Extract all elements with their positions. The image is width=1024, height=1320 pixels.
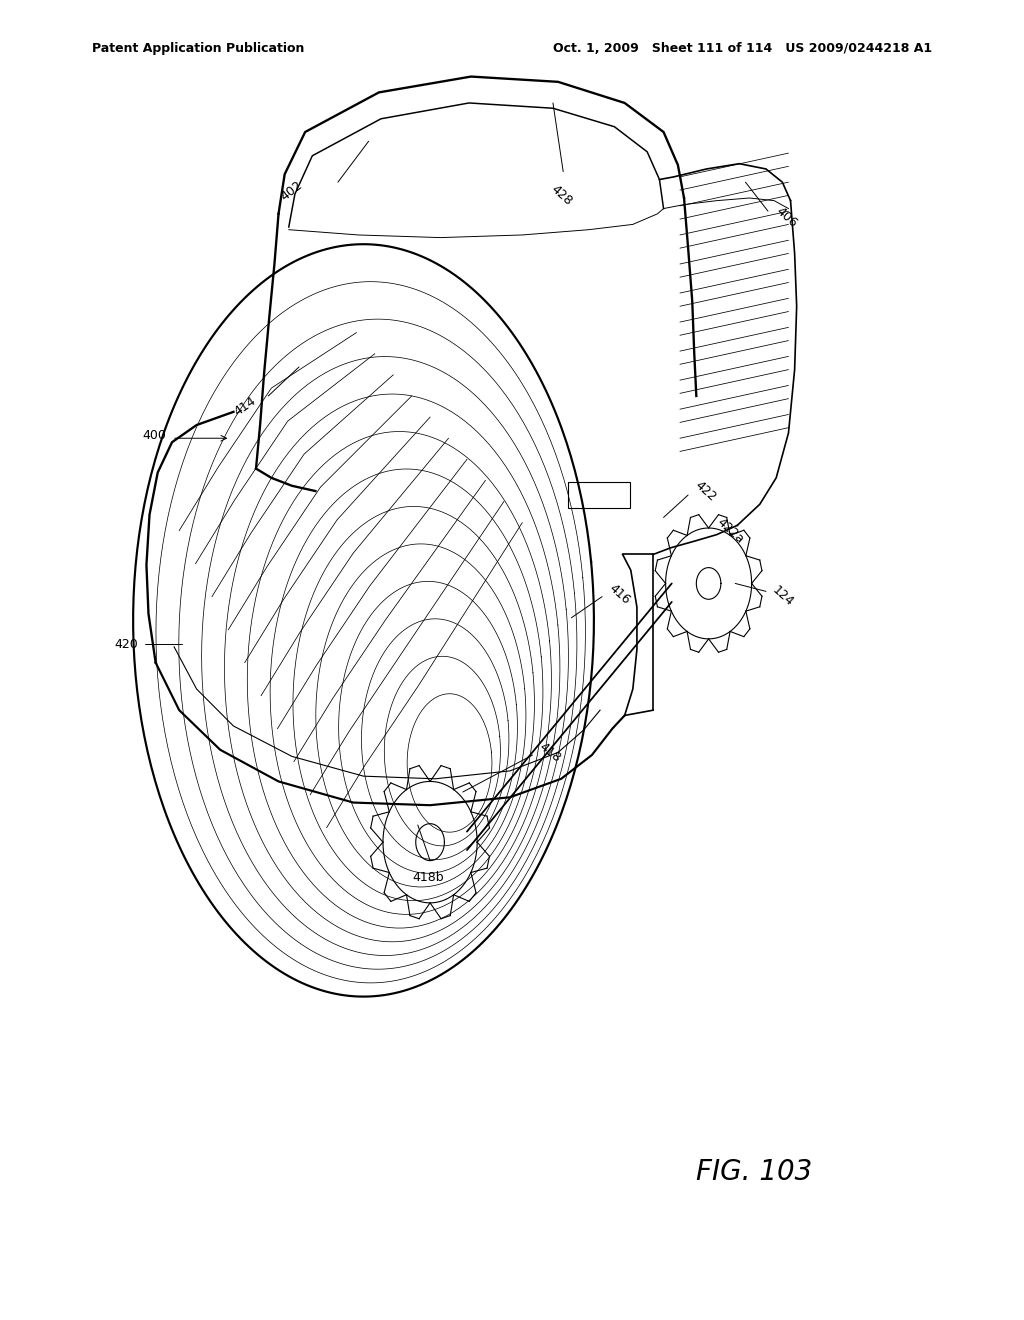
Text: 414: 414 bbox=[231, 395, 258, 418]
Text: 428: 428 bbox=[548, 182, 574, 207]
Text: 402: 402 bbox=[279, 180, 305, 203]
Text: Oct. 1, 2009   Sheet 111 of 114   US 2009/0244218 A1: Oct. 1, 2009 Sheet 111 of 114 US 2009/02… bbox=[553, 42, 932, 55]
Text: 416: 416 bbox=[606, 581, 633, 607]
Text: Patent Application Publication: Patent Application Publication bbox=[92, 42, 304, 55]
Text: 420: 420 bbox=[115, 638, 138, 651]
Text: 422a: 422a bbox=[715, 515, 746, 546]
Text: 400: 400 bbox=[142, 429, 166, 442]
Text: 124: 124 bbox=[770, 583, 797, 610]
Text: FIG. 103: FIG. 103 bbox=[696, 1158, 813, 1187]
Bar bbox=[568, 482, 630, 508]
Text: 422: 422 bbox=[692, 478, 719, 504]
Text: 418b: 418b bbox=[413, 871, 443, 884]
Text: 418: 418 bbox=[537, 741, 563, 764]
Text: 406: 406 bbox=[773, 205, 800, 231]
